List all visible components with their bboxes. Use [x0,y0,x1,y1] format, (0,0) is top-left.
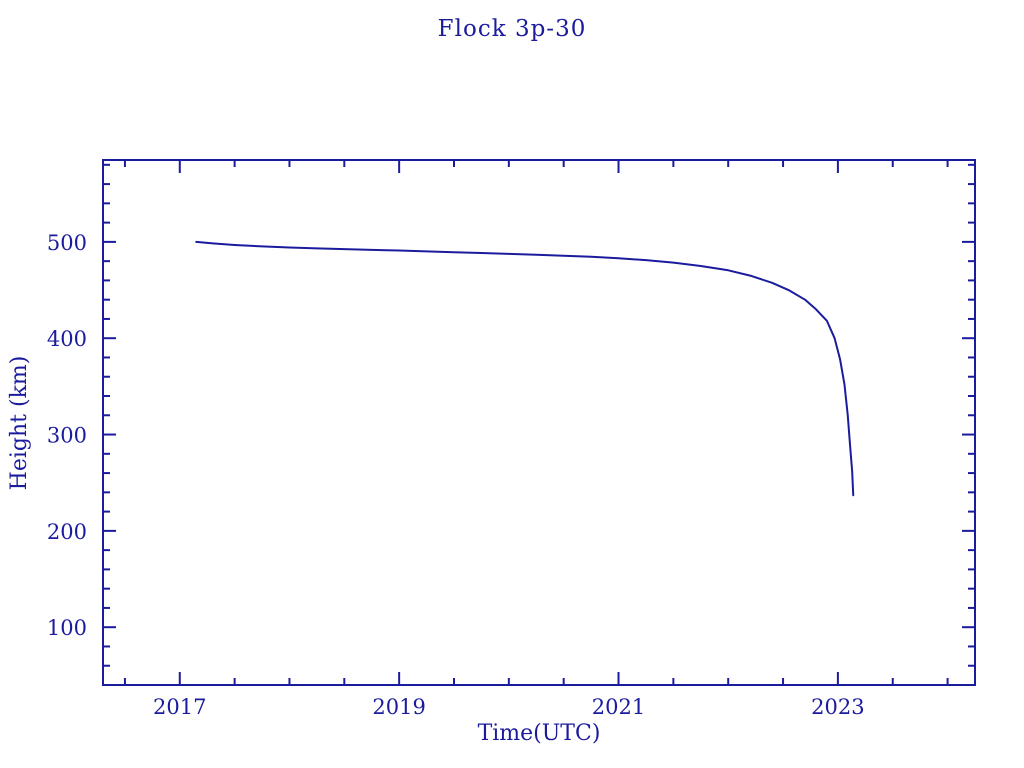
x-tick-label: 2019 [372,695,425,719]
chart-title: Flock 3p-30 [437,16,587,42]
plot-border [102,159,976,686]
y-tick-label: 300 [47,424,87,448]
data-series-line [195,240,855,497]
y-tick-label: 200 [47,520,87,544]
y-tick-label: 500 [47,231,87,255]
y-tick-label: 400 [47,327,87,351]
x-axis-title: Time(UTC) [478,721,601,746]
x-tick-label: 2021 [592,695,645,719]
x-tick-label: 2017 [153,695,206,719]
axis-ticks [103,160,975,686]
axis-tick-labels: 2017 2019 2021 2023 100 200 300 400 500 [47,231,865,719]
plot-frame [102,159,976,686]
y-tick-label: 100 [47,616,87,640]
x-tick-label: 2023 [811,695,864,719]
y-axis-title: Height (km) [7,356,32,491]
